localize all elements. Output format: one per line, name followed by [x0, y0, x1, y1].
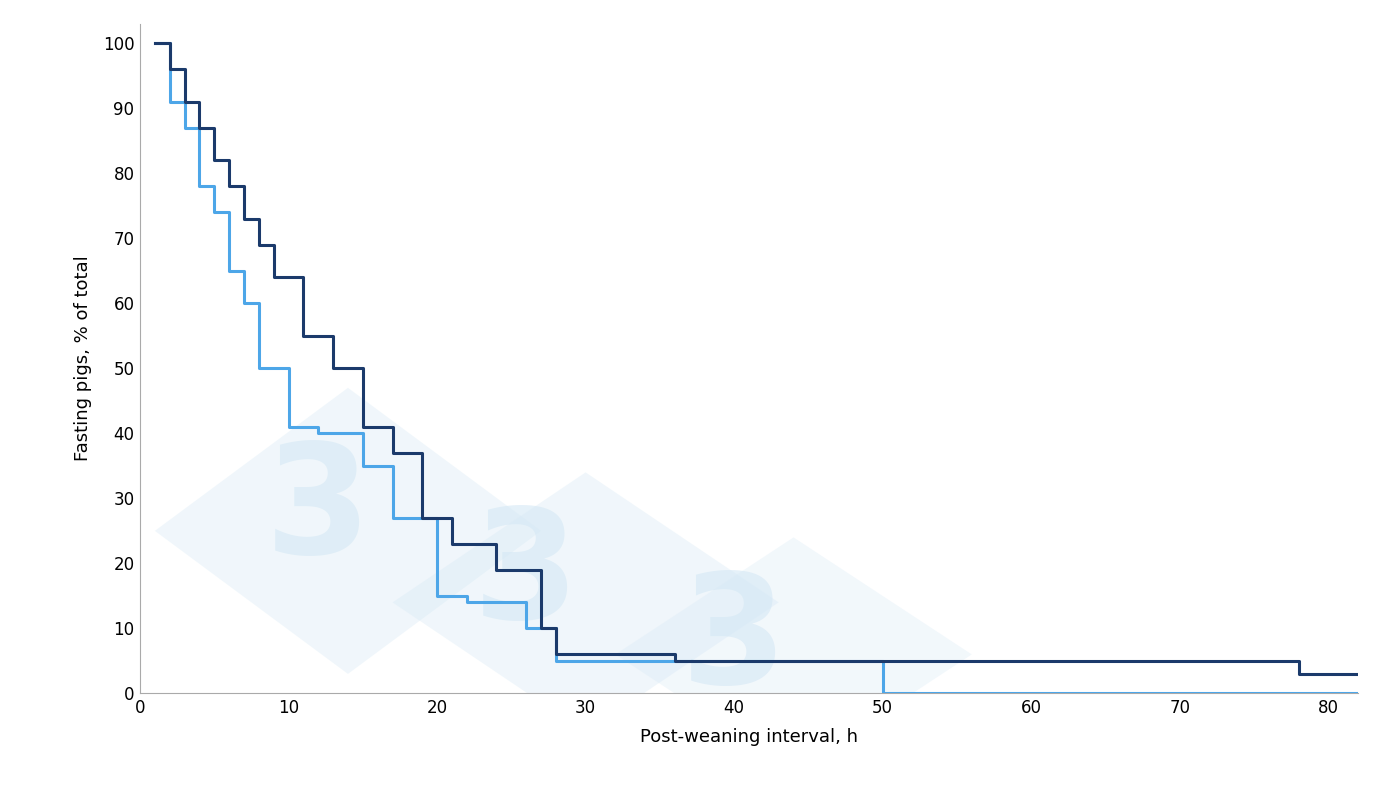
- Y-axis label: Fasting pigs, % of total: Fasting pigs, % of total: [74, 255, 92, 462]
- Polygon shape: [155, 388, 540, 674]
- Text: 3: 3: [265, 437, 371, 585]
- Polygon shape: [392, 472, 778, 733]
- X-axis label: Post-weaning interval, h: Post-weaning interval, h: [640, 728, 858, 746]
- Polygon shape: [616, 537, 972, 771]
- Text: 3: 3: [473, 502, 580, 651]
- Text: 3: 3: [680, 567, 787, 716]
